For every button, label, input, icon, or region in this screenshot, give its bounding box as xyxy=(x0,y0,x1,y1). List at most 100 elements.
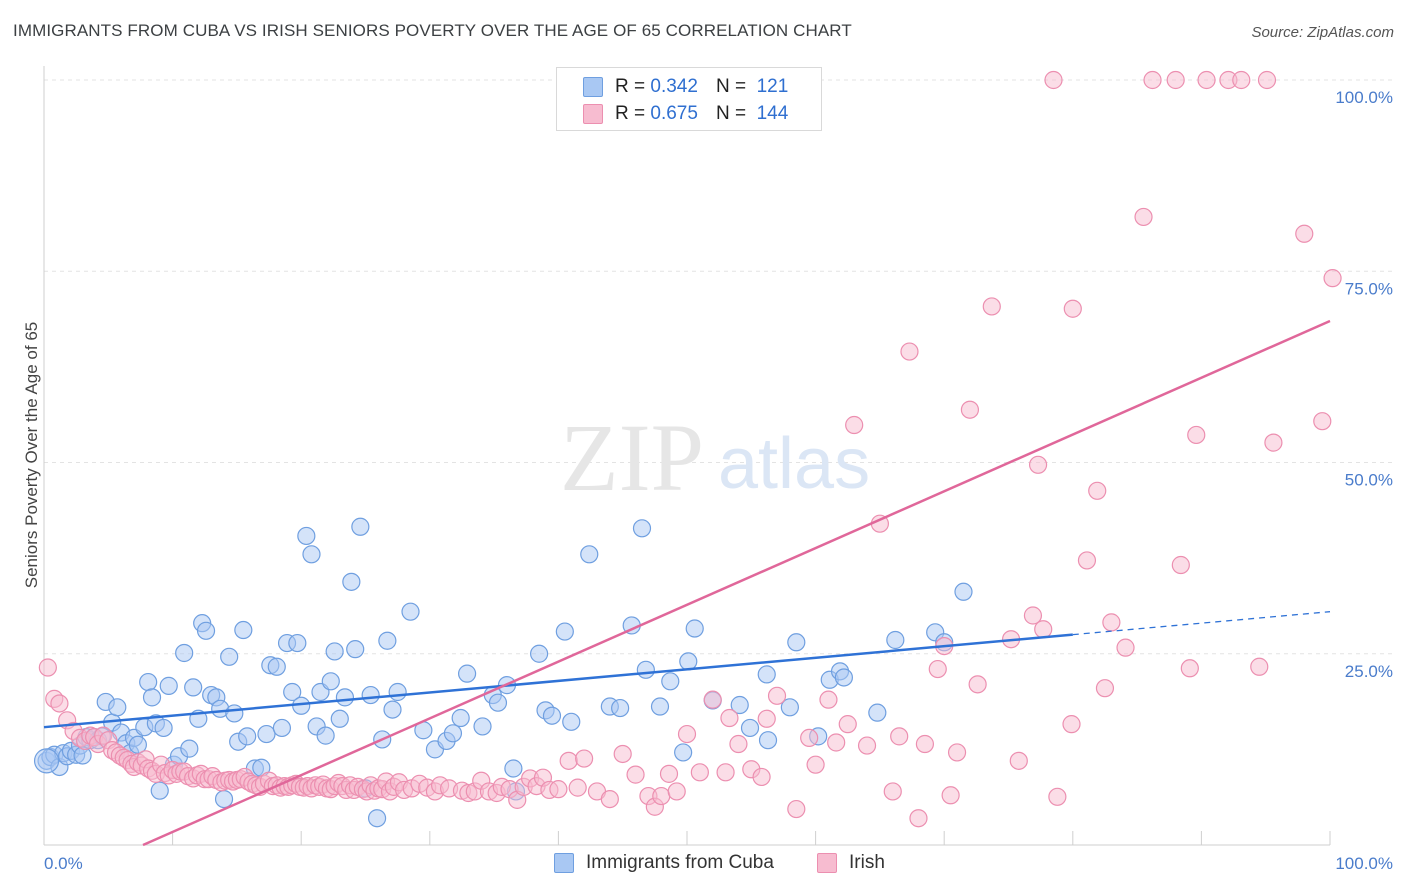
irish-point xyxy=(600,789,619,809)
irish-point xyxy=(1088,481,1107,500)
legend-r-label: R = xyxy=(615,103,646,124)
irish-point xyxy=(1166,70,1185,90)
cuba-point xyxy=(288,633,307,653)
cuba-point xyxy=(330,709,349,728)
irish-point xyxy=(1102,613,1121,632)
cuba-point xyxy=(388,682,407,702)
cuba-point xyxy=(325,642,344,661)
irish-point xyxy=(1044,70,1063,90)
cuba-point xyxy=(636,660,655,679)
cuba-point xyxy=(225,704,244,723)
irish-point xyxy=(1313,412,1332,431)
irish-point xyxy=(677,724,697,744)
cuba-point xyxy=(685,619,704,638)
cuba-point xyxy=(142,688,162,707)
cuba-point xyxy=(383,700,402,719)
cuba-point xyxy=(367,809,387,828)
cuba-point xyxy=(834,668,853,687)
irish-point xyxy=(982,297,1001,316)
cuba-point xyxy=(443,724,463,743)
legend-row-cuba: R = 0.342 N = 121 xyxy=(583,75,788,99)
irish-point xyxy=(575,749,594,768)
irish-point xyxy=(690,763,709,782)
cuba-point xyxy=(346,640,365,659)
cuba-point xyxy=(267,657,286,676)
irish-point xyxy=(1187,425,1206,445)
cuba-point xyxy=(321,672,340,691)
cuba-point xyxy=(234,620,253,640)
cuba-point xyxy=(302,545,321,564)
irish-point xyxy=(1048,787,1067,806)
irish-point xyxy=(1295,224,1314,243)
cuba-point xyxy=(661,672,680,691)
cuba-point xyxy=(220,647,239,666)
irish-point xyxy=(900,342,919,361)
irish-point xyxy=(568,778,587,797)
legend-label-cuba: Immigrants from Cuba xyxy=(586,852,774,873)
y-tick-label: 50.0% xyxy=(1345,471,1393,490)
irish-point xyxy=(1062,715,1081,734)
cuba-point xyxy=(316,726,335,745)
irish-point xyxy=(947,743,967,762)
y-tick-label: 100.0% xyxy=(1335,88,1393,107)
cuba-point xyxy=(159,676,178,695)
irish-point xyxy=(806,755,825,774)
legend-item-cuba[interactable]: Immigrants from Cuba xyxy=(554,852,774,874)
legend-item-irish[interactable]: Irish xyxy=(817,852,885,874)
cuba-point xyxy=(283,682,302,702)
legend-n-label: N = xyxy=(715,76,747,97)
cuba-point xyxy=(184,678,203,697)
legend-n-irish: 144 xyxy=(756,103,789,124)
cuba-point xyxy=(154,718,173,738)
irish-point xyxy=(1023,606,1043,625)
legend-r-cuba: 0.342 xyxy=(650,76,698,97)
zipatlas-watermark: ZIP atlas xyxy=(560,404,870,511)
cuba-point xyxy=(868,703,887,722)
irish-point xyxy=(1116,638,1135,657)
y-axis-label: Seniors Poverty Over the Age of 65 xyxy=(22,321,41,589)
irish-point xyxy=(549,780,568,799)
cuba-point xyxy=(787,633,806,652)
series-irish-points xyxy=(38,70,1342,828)
legend-row-irish: R = 0.675 N = 144 xyxy=(583,102,788,126)
legend-swatch-cuba xyxy=(554,853,574,873)
cuba-point xyxy=(611,698,630,718)
irish-point xyxy=(845,415,864,435)
series-legend: Immigrants from Cuba Irish xyxy=(0,852,1406,878)
irish-point xyxy=(883,782,902,801)
irish-point xyxy=(1143,70,1162,90)
cuba-point xyxy=(378,631,397,650)
irish-point xyxy=(757,709,776,728)
irish-point xyxy=(1197,70,1216,90)
irish-point xyxy=(928,659,947,679)
irish-point xyxy=(659,764,679,783)
irish-point xyxy=(1180,659,1199,678)
watermark-atlas: atlas xyxy=(718,424,870,504)
irish-trend-line xyxy=(142,319,1331,847)
irish-point xyxy=(1077,551,1097,570)
irish-point xyxy=(703,690,722,709)
chart-title: IMMIGRANTS FROM CUBA VS IRISH SENIORS PO… xyxy=(13,21,852,40)
irish-point xyxy=(838,715,857,734)
cuba-point xyxy=(238,727,257,746)
cuba-point xyxy=(580,545,599,564)
irish-point xyxy=(915,734,935,754)
cuba-point xyxy=(196,621,216,640)
axes xyxy=(43,66,1331,846)
x-tick-label: 100.0% xyxy=(1335,854,1393,873)
irish-point xyxy=(941,786,960,805)
irish-point xyxy=(1323,269,1342,288)
cuba-point xyxy=(740,718,760,738)
cuba-point xyxy=(150,781,169,800)
watermark-zip: ZIP xyxy=(560,404,704,511)
correlation-legend: R = 0.342 N = 121 R = 0.675 N = 144 xyxy=(556,67,822,131)
cuba-point xyxy=(214,789,234,809)
irish-point xyxy=(1063,299,1082,318)
legend-swatch-irish xyxy=(583,104,603,124)
cuba-point xyxy=(886,630,905,650)
legend-label-irish: Irish xyxy=(849,852,885,873)
irish-point xyxy=(787,799,806,819)
cuba-point xyxy=(954,582,973,601)
legend-n-cuba: 121 xyxy=(756,76,789,97)
